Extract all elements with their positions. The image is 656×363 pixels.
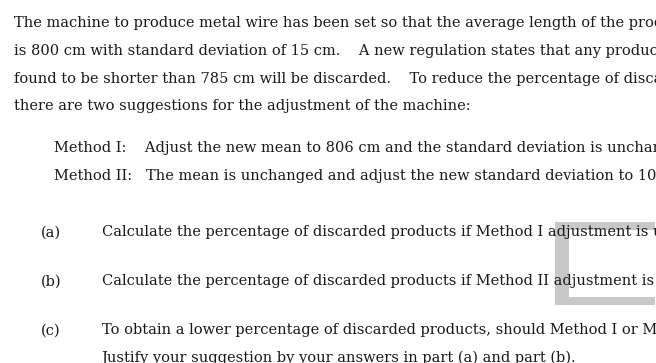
Text: Calculate the percentage of discarded products if Method I adjustment is used.: Calculate the percentage of discarded pr… xyxy=(102,225,656,240)
Text: there are two suggestions for the adjustment of the machine:: there are two suggestions for the adjust… xyxy=(14,99,471,113)
Text: Method II:   The mean is unchanged and adjust the new standard deviation to 10 c: Method II: The mean is unchanged and adj… xyxy=(54,169,656,183)
Text: found to be shorter than 785 cm will be discarded.    To reduce the percentage o: found to be shorter than 785 cm will be … xyxy=(14,72,656,86)
Text: (b): (b) xyxy=(41,274,61,289)
Text: (a): (a) xyxy=(41,225,61,240)
Text: Method I:    Adjust the new mean to 806 cm and the standard deviation is unchang: Method I: Adjust the new mean to 806 cm … xyxy=(54,141,656,155)
Text: (c): (c) xyxy=(41,323,60,338)
Text: To obtain a lower percentage of discarded products, should Method I or Method II: To obtain a lower percentage of discarde… xyxy=(102,323,656,338)
Bar xyxy=(555,222,569,305)
Text: is 800 cm with standard deviation of 15 cm.    A new regulation states that any : is 800 cm with standard deviation of 15 … xyxy=(14,44,656,58)
Bar xyxy=(555,297,655,305)
Text: The machine to produce metal wire has been set so that the average length of the: The machine to produce metal wire has be… xyxy=(14,16,656,30)
Text: Calculate the percentage of discarded products if Method II adjustment is used.: Calculate the percentage of discarded pr… xyxy=(102,274,656,289)
Bar xyxy=(555,222,655,230)
Text: Justify your suggestion by your answers in part (a) and part (b).: Justify your suggestion by your answers … xyxy=(102,351,577,363)
